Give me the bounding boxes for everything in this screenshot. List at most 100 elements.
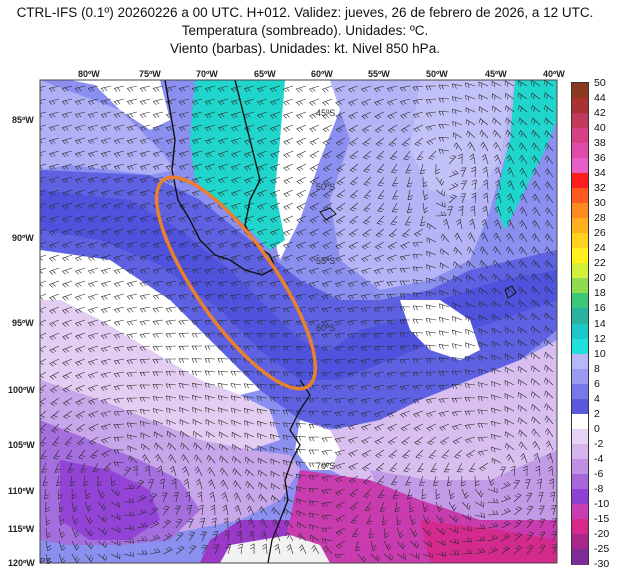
wind-barb	[126, 189, 138, 197]
wind-barb	[396, 553, 407, 560]
wind-barb	[531, 299, 541, 308]
wind-barb	[113, 124, 125, 132]
wind-barb	[295, 423, 307, 428]
wind-barb	[374, 241, 385, 250]
wind-barb	[504, 92, 515, 100]
wind-barb	[373, 371, 385, 378]
wind-barb	[74, 163, 86, 171]
wind-barb	[217, 228, 229, 236]
wind-barb	[84, 527, 94, 537]
wind-barb	[283, 215, 294, 223]
wind-barb	[217, 370, 229, 376]
wind-barb	[383, 527, 389, 539]
wind-barb	[191, 98, 203, 106]
wind-barb	[283, 459, 294, 466]
wind-barb	[49, 384, 60, 393]
wind-barb	[452, 132, 463, 139]
wind-barb	[491, 354, 502, 361]
wind-barb	[243, 124, 255, 132]
wind-barb	[243, 254, 255, 262]
wind-barb	[438, 110, 450, 116]
wind-barb	[506, 219, 515, 230]
wind-barb	[505, 259, 515, 269]
wind-barb	[474, 475, 480, 487]
wind-barb	[360, 319, 372, 326]
wind-barb	[74, 293, 86, 301]
wind-barb	[391, 202, 399, 213]
wind-barb	[396, 540, 406, 550]
wind-barb	[487, 546, 498, 555]
wind-barb	[113, 189, 125, 197]
wind-barb	[161, 492, 168, 503]
wind-barb	[191, 319, 203, 325]
wind-barb	[295, 473, 307, 480]
wind-barb	[510, 465, 516, 477]
wind-barb	[139, 358, 151, 364]
wind-barb	[519, 180, 528, 191]
wind-barb	[113, 384, 125, 391]
wind-barb	[453, 449, 463, 459]
wind-barb	[373, 410, 385, 418]
wind-barb	[518, 429, 528, 438]
wind-barb	[282, 397, 294, 402]
wind-barb	[270, 482, 281, 490]
wind-barb	[439, 303, 450, 310]
wind-barb	[165, 306, 177, 313]
wind-barb	[282, 85, 294, 93]
wind-barb	[479, 246, 489, 256]
colorbar-segment	[572, 293, 588, 310]
wind-barb	[334, 449, 346, 457]
wind-barb	[230, 85, 242, 93]
wind-barb	[230, 202, 242, 210]
wind-barb	[87, 345, 99, 353]
wind-barb	[373, 397, 385, 404]
wind-barb	[87, 319, 99, 327]
wind-barb	[400, 241, 411, 249]
wind-barb	[126, 422, 138, 428]
wind-barb	[126, 254, 138, 262]
wind-barb	[178, 111, 190, 119]
wind-barb	[347, 267, 359, 275]
wind-barb	[465, 94, 476, 101]
colorbar-tick-label: 44	[594, 92, 606, 105]
wind-barb	[230, 395, 242, 401]
wind-barb	[113, 293, 125, 300]
wind-barb	[139, 137, 151, 145]
wind-barb	[58, 514, 65, 526]
wind-barb	[175, 518, 183, 529]
wind-barb	[550, 505, 557, 516]
wind-barb	[373, 306, 385, 312]
wind-barb	[178, 137, 190, 145]
wind-barb	[178, 228, 190, 236]
wind-barb	[204, 358, 216, 363]
wind-barb	[100, 163, 112, 171]
wind-barb	[349, 150, 359, 160]
wind-barb	[478, 368, 489, 375]
wind-barb	[191, 254, 203, 261]
wind-barb	[448, 538, 459, 545]
wind-barb	[363, 163, 372, 173]
wind-barb	[61, 124, 73, 132]
wind-barb	[257, 150, 268, 158]
wind-barb	[204, 111, 216, 119]
wind-barb	[126, 85, 138, 92]
colorbar-segment	[572, 218, 588, 234]
wind-barb	[492, 259, 502, 269]
wind-barb	[191, 370, 203, 376]
wind-barb	[236, 530, 242, 541]
wind-barb	[388, 228, 398, 238]
wind-barb	[193, 454, 203, 464]
wind-barb	[386, 319, 398, 325]
wind-barb	[139, 371, 151, 377]
wind-barb	[217, 280, 229, 287]
wind-barb	[504, 393, 515, 400]
wind-barb	[48, 163, 60, 171]
wind-barb	[126, 267, 138, 274]
wind-barb	[468, 462, 476, 473]
wind-barb	[399, 397, 411, 405]
wind-barb	[374, 111, 385, 120]
wind-barb	[139, 384, 151, 390]
wind-barb	[355, 540, 361, 552]
wind-barb	[506, 142, 515, 152]
wind-barb	[243, 345, 255, 351]
